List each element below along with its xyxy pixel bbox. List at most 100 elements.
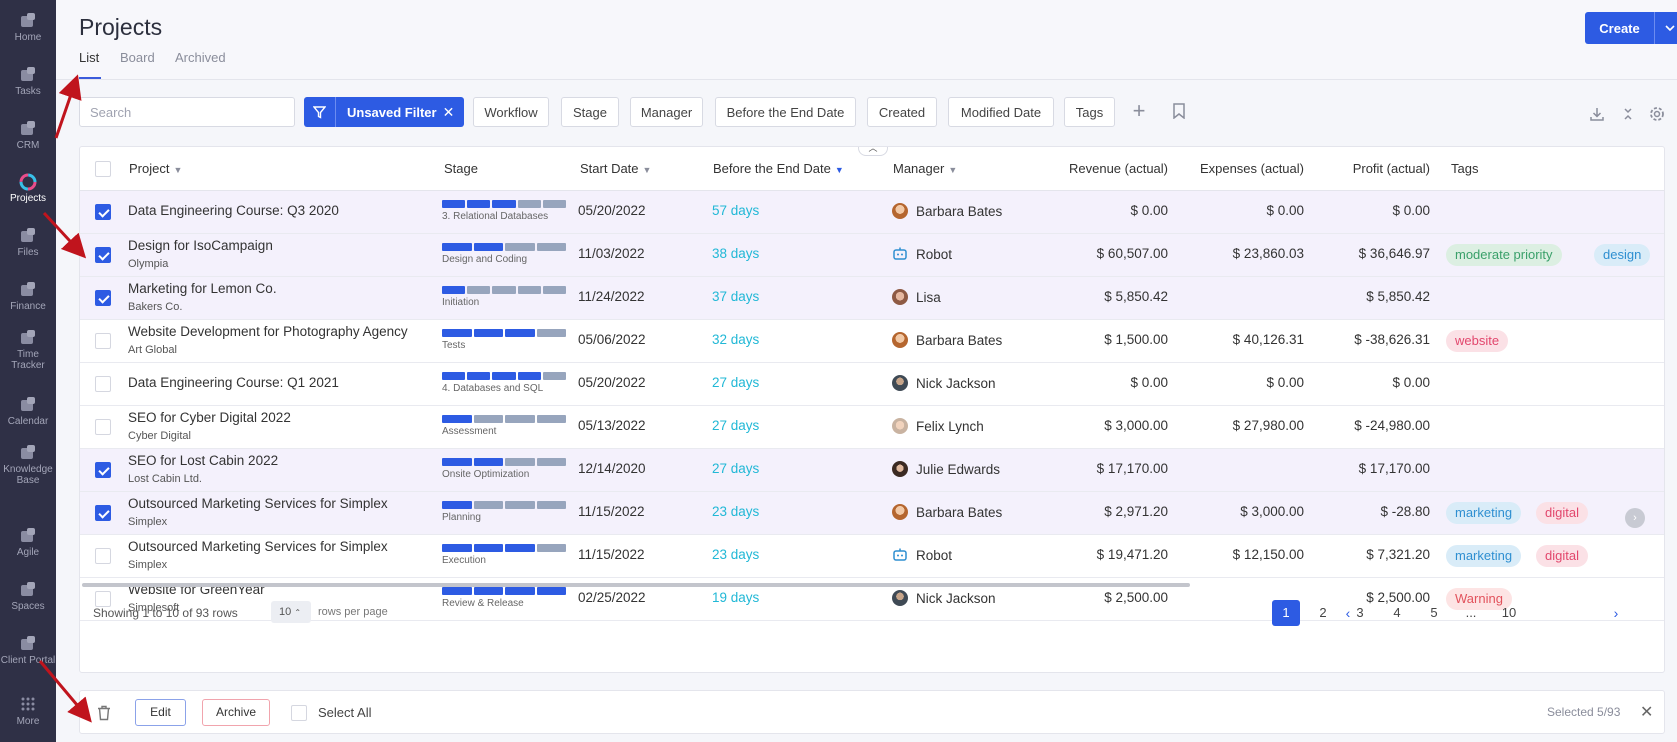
project-name[interactable]: Design for IsoCampaign	[128, 238, 273, 253]
page-4-button[interactable]: 4	[1393, 605, 1401, 620]
collapse-rows-icon[interactable]	[1620, 106, 1636, 122]
project-name[interactable]: Data Engineering Course: Q3 2020	[128, 203, 339, 218]
column-revenue[interactable]: Revenue (actual)	[1069, 161, 1168, 176]
filter-chip-workflow[interactable]: Workflow	[473, 97, 549, 127]
project-name[interactable]: Website Development for Photography Agen…	[128, 324, 408, 339]
stage-segment	[442, 501, 472, 509]
sidebar-item-spaces[interactable]: Spaces	[0, 569, 56, 623]
sidebar-item-projects[interactable]: Projects	[0, 161, 56, 215]
row-checkbox[interactable]	[95, 204, 111, 220]
sidebar-item-more[interactable]: More	[0, 684, 56, 738]
row-checkbox[interactable]	[95, 290, 111, 306]
column-tags[interactable]: Tags	[1451, 161, 1479, 176]
sidebar-item-home[interactable]: Home	[0, 0, 56, 54]
row-checkbox[interactable]	[95, 376, 111, 392]
row-checkbox[interactable]	[95, 548, 111, 564]
tag-badge[interactable]: marketing	[1446, 502, 1522, 524]
archive-button[interactable]: Archive	[202, 699, 270, 726]
stage-name: Execution	[442, 555, 486, 566]
row-checkbox[interactable]	[95, 419, 111, 435]
select-all-checkbox[interactable]	[291, 705, 307, 721]
column-manager[interactable]: Manager ▼	[893, 161, 957, 176]
column-expenses[interactable]: Expenses (actual)	[1199, 161, 1304, 176]
sidebar-item-calendar[interactable]: Calendar	[0, 384, 56, 438]
filter-chip-modified-date[interactable]: Modified Date	[948, 97, 1054, 127]
close-icon[interactable]: ✕	[442, 103, 455, 120]
select-all-rows-checkbox[interactable]	[95, 161, 111, 177]
filter-chip-manager[interactable]: Manager	[630, 97, 703, 127]
sidebar-item-time-tracker[interactable]: Time Tracker	[0, 323, 56, 377]
next-page-icon[interactable]: ›	[1613, 605, 1619, 621]
project-name[interactable]: Outsourced Marketing Services for Simple…	[128, 539, 388, 554]
table-row[interactable]: Website Development for Photography Agen…	[80, 320, 1664, 363]
row-checkbox[interactable]	[95, 591, 111, 607]
row-checkbox[interactable]	[95, 333, 111, 349]
sidebar-item-crm[interactable]: CRM	[0, 108, 56, 162]
add-filter-icon[interactable]: +	[1132, 98, 1146, 123]
table-row[interactable]: Outsourced Marketing Services for Simple…	[80, 535, 1664, 578]
revenue-value: $ 1,500.00	[1104, 332, 1168, 347]
download-icon[interactable]	[1589, 106, 1605, 122]
tab-board[interactable]: Board	[120, 50, 155, 65]
tab-archived[interactable]: Archived	[175, 50, 226, 65]
tag-badge[interactable]: moderate priority	[1446, 244, 1562, 266]
sidebar-item-tasks[interactable]: Tasks	[0, 54, 56, 108]
sidebar-item-client-portal[interactable]: Client Portal	[0, 623, 56, 677]
chevron-down-icon[interactable]	[1654, 12, 1677, 44]
table-row[interactable]: Design for IsoCampaign Olympia Design and …	[80, 234, 1664, 277]
project-name[interactable]: Data Engineering Course: Q1 2021	[128, 375, 339, 390]
rows-per-page-select[interactable]: 10 ⌃	[271, 601, 311, 623]
page-10-button[interactable]: 10	[1501, 605, 1517, 620]
filter-chip-before-end-date[interactable]: Before the End Date	[715, 97, 856, 127]
filter-chip-created[interactable]: Created	[867, 97, 937, 127]
sidebar-item-files[interactable]: Files	[0, 215, 56, 269]
project-name[interactable]: SEO for Cyber Digital 2022	[128, 410, 291, 425]
sidebar-item-finance[interactable]: Finance	[0, 269, 56, 323]
tag-badge[interactable]: Warning	[1446, 588, 1512, 610]
horizontal-scrollbar[interactable]	[82, 583, 1190, 587]
sidebar-item-agile[interactable]: Agile	[0, 515, 56, 569]
search-input[interactable]	[79, 97, 295, 127]
prev-page-icon[interactable]: ‹	[1345, 605, 1351, 621]
tag-badge[interactable]: design	[1594, 244, 1651, 266]
table-row[interactable]: Data Engineering Course: Q3 2020 3. Relat…	[80, 191, 1664, 234]
tag-badge[interactable]: marketing	[1446, 545, 1522, 567]
tag-badge[interactable]: digital	[1536, 545, 1588, 567]
column-project[interactable]: Project ▼	[129, 161, 182, 176]
edit-button[interactable]: Edit	[135, 699, 186, 726]
row-checkbox[interactable]	[95, 505, 111, 521]
filter-chip-tags[interactable]: Tags	[1064, 97, 1115, 127]
unsaved-filter-button[interactable]: Unsaved Filter ✕	[304, 97, 464, 127]
tag-badge[interactable]: digital	[1536, 502, 1588, 524]
page-3-button[interactable]: 3	[1356, 605, 1364, 620]
bookmark-icon[interactable]	[1172, 103, 1186, 120]
page-2-button[interactable]: 2	[1319, 605, 1327, 620]
row-checkbox[interactable]	[95, 462, 111, 478]
column-start-date[interactable]: Start Date ▼	[580, 161, 651, 176]
page-5-button[interactable]: 5	[1430, 605, 1438, 620]
chevron-up-icon[interactable]: ︿	[858, 147, 888, 156]
tab-list[interactable]: List	[79, 50, 100, 65]
row-checkbox[interactable]	[95, 247, 111, 263]
table-settings-icon[interactable]	[1649, 106, 1665, 122]
project-name[interactable]: SEO for Lost Cabin 2022	[128, 453, 279, 468]
sidebar-item-knowledge-base[interactable]: Knowledge Base	[0, 438, 56, 492]
table-row[interactable]: Outsourced Marketing Services for Simple…	[80, 492, 1664, 535]
column-before-end-date[interactable]: Before the End Date ▼	[713, 161, 844, 176]
table-row[interactable]: SEO for Cyber Digital 2022 Cyber Digital A…	[80, 406, 1664, 449]
table-row[interactable]: Marketing for Lemon Co. Bakers Co. Initiat…	[80, 277, 1664, 320]
create-button[interactable]: Create	[1585, 12, 1677, 44]
page-1-button[interactable]: 1	[1272, 600, 1300, 626]
filter-chip-stage[interactable]: Stage	[561, 97, 619, 127]
close-icon[interactable]: ✕	[1640, 704, 1654, 721]
select-all-label[interactable]: Select All	[318, 705, 372, 720]
project-name[interactable]: Marketing for Lemon Co.	[128, 281, 277, 296]
scroll-right-button[interactable]: ›	[1625, 508, 1645, 528]
table-row[interactable]: SEO for Lost Cabin 2022 Lost Cabin Ltd. On…	[80, 449, 1664, 492]
trash-icon[interactable]	[97, 705, 111, 721]
project-name[interactable]: Outsourced Marketing Services for Simple…	[128, 496, 388, 511]
table-row[interactable]: Data Engineering Course: Q1 2021 4. Datab…	[80, 363, 1664, 406]
column-stage[interactable]: Stage	[444, 161, 478, 176]
tag-badge[interactable]: website	[1446, 330, 1509, 352]
column-profit[interactable]: Profit (actual)	[1352, 161, 1430, 176]
